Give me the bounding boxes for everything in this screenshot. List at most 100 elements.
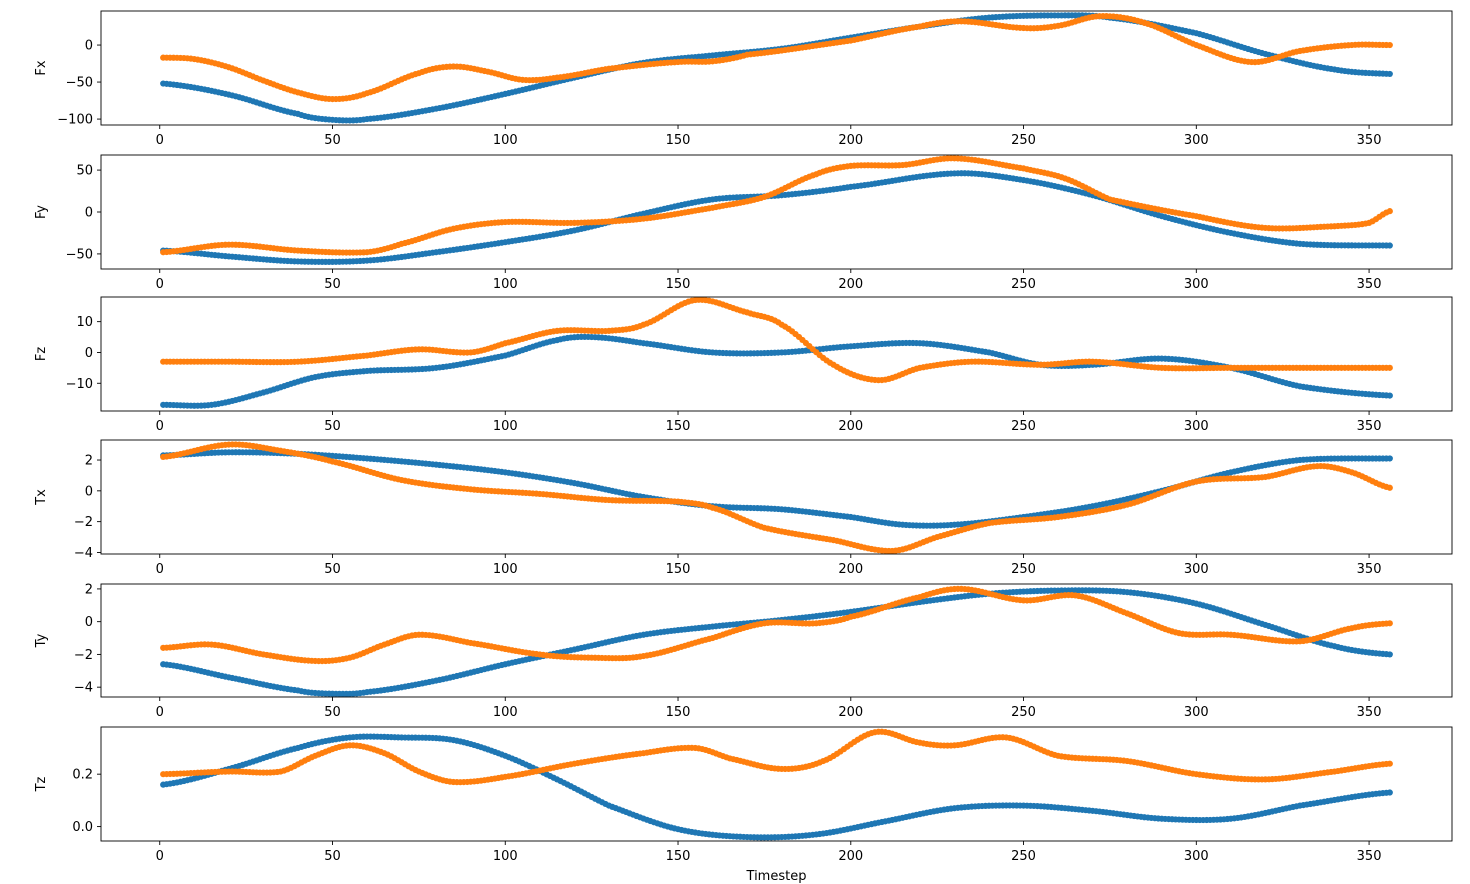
x-tick-label: 150 (666, 277, 691, 292)
data-point (1386, 41, 1393, 49)
subplot-fx: 0 50 100 150 200 250 300 350 −100 −50 0 Fx (34, 10, 1453, 148)
y-axis-label: Ty (34, 633, 49, 648)
x-tick-label: 200 (838, 562, 863, 577)
y-axis-label: Fx (34, 60, 49, 75)
y-tick-label: 0 (85, 206, 93, 221)
x-tick-label: 200 (838, 705, 863, 720)
x-tick-label: 250 (1011, 849, 1036, 864)
y-tick-label: −50 (66, 247, 93, 262)
data-point (1386, 789, 1393, 796)
x-tick-label: 100 (493, 562, 518, 577)
y-tick-label: 50 (76, 164, 93, 179)
series-blue (160, 170, 1393, 266)
data-point (1386, 208, 1393, 215)
x-tick-label: 350 (1357, 705, 1382, 720)
x-tick-label: 150 (666, 705, 691, 720)
subplot-fz: 0 50 100 150 200 250 300 350 −10 0 10 Fz (34, 296, 1453, 434)
x-tick-label: 100 (493, 133, 518, 148)
x-tick-label: 250 (1011, 705, 1036, 720)
data-point (1386, 484, 1393, 491)
y-tick-label: 0.2 (72, 768, 93, 783)
series-orange (160, 13, 1393, 103)
x-tick-label: 300 (1184, 419, 1209, 434)
data-point (1386, 760, 1393, 767)
x-tick-label: 250 (1011, 419, 1036, 434)
data-point (1386, 620, 1393, 627)
data-point (1386, 70, 1393, 78)
series-orange (160, 585, 1393, 665)
series-blue (160, 333, 1393, 409)
x-tick-label: 350 (1357, 277, 1382, 292)
series-orange (160, 297, 1393, 384)
x-tick-label: 100 (493, 419, 518, 434)
x-tick-label: 100 (493, 277, 518, 292)
x-tick-label: 0 (156, 133, 164, 148)
subplot-tx: 0 50 100 150 200 250 300 350 −4 −2 0 2 Tx (34, 439, 1453, 577)
y-axis-label: Fz (34, 347, 49, 361)
data-point (1386, 242, 1393, 249)
y-tick-label: 0.0 (72, 820, 93, 835)
x-tick-label: 0 (156, 705, 164, 720)
x-tick-label: 100 (493, 705, 518, 720)
x-tick-label: 50 (324, 277, 341, 292)
data-point (1386, 392, 1393, 399)
y-tick-label: −10 (66, 377, 93, 392)
plot-frame (100, 726, 1453, 842)
x-tick-label: 300 (1184, 849, 1209, 864)
data-point (1386, 364, 1393, 371)
y-tick-label: 0 (85, 39, 93, 54)
y-axis-label: Tx (34, 489, 49, 506)
x-tick-label: 300 (1184, 277, 1209, 292)
subplot-ty: 0 50 100 150 200 250 300 350 −4 −2 0 2 Ty (34, 582, 1453, 720)
x-tick-label: 350 (1357, 133, 1382, 148)
y-tick-label: 10 (76, 315, 93, 330)
series-blue (160, 733, 1393, 841)
x-tick-label: 350 (1357, 849, 1382, 864)
x-tick-label: 350 (1357, 419, 1382, 434)
plot-frame (100, 10, 1453, 126)
series-blue (160, 449, 1393, 529)
x-tick-label: 200 (838, 419, 863, 434)
x-tick-label: 300 (1184, 133, 1209, 148)
x-tick-label: 300 (1184, 562, 1209, 577)
y-tick-label: −100 (57, 113, 93, 128)
x-tick-label: 50 (324, 133, 341, 148)
x-tick-label: 50 (324, 849, 341, 864)
x-tick-label: 0 (156, 849, 164, 864)
plot-frame (100, 439, 1453, 555)
y-tick-label: 0 (85, 484, 93, 499)
y-tick-label: −50 (66, 76, 93, 91)
series-orange (160, 728, 1393, 786)
y-axis-label: Tz (34, 776, 49, 792)
plot-frame (100, 583, 1453, 698)
x-tick-label: 150 (666, 133, 691, 148)
y-tick-label: 2 (85, 582, 93, 597)
series-blue (160, 12, 1393, 124)
series-orange (160, 441, 1393, 554)
subplot-tz: 0 50 100 150 200 250 300 350 0.0 0.2 Tz Timestep (34, 726, 1453, 884)
data-point (1386, 651, 1393, 658)
x-tick-label: 100 (493, 849, 518, 864)
x-tick-label: 50 (324, 562, 341, 577)
y-tick-label: 0 (85, 615, 93, 630)
x-tick-label: 50 (324, 705, 341, 720)
x-tick-label: 0 (156, 419, 164, 434)
x-tick-label: 150 (666, 849, 691, 864)
x-tick-label: 150 (666, 562, 691, 577)
x-tick-label: 250 (1011, 133, 1036, 148)
y-tick-label: 0 (85, 346, 93, 361)
x-tick-label: 150 (666, 419, 691, 434)
x-tick-label: 250 (1011, 277, 1036, 292)
y-tick-label: −4 (74, 681, 93, 696)
x-tick-label: 200 (838, 133, 863, 148)
x-tick-label: 0 (156, 562, 164, 577)
y-tick-label: 2 (85, 454, 93, 469)
x-tick-label: 250 (1011, 562, 1036, 577)
data-point (1386, 455, 1393, 462)
subplot-fy: 0 50 100 150 200 250 300 350 −50 0 50 Fy (34, 154, 1453, 292)
x-tick-label: 50 (324, 419, 341, 434)
series-blue (160, 587, 1393, 697)
x-tick-label: 300 (1184, 705, 1209, 720)
plot-frame (100, 296, 1453, 412)
y-tick-label: −2 (74, 515, 93, 530)
